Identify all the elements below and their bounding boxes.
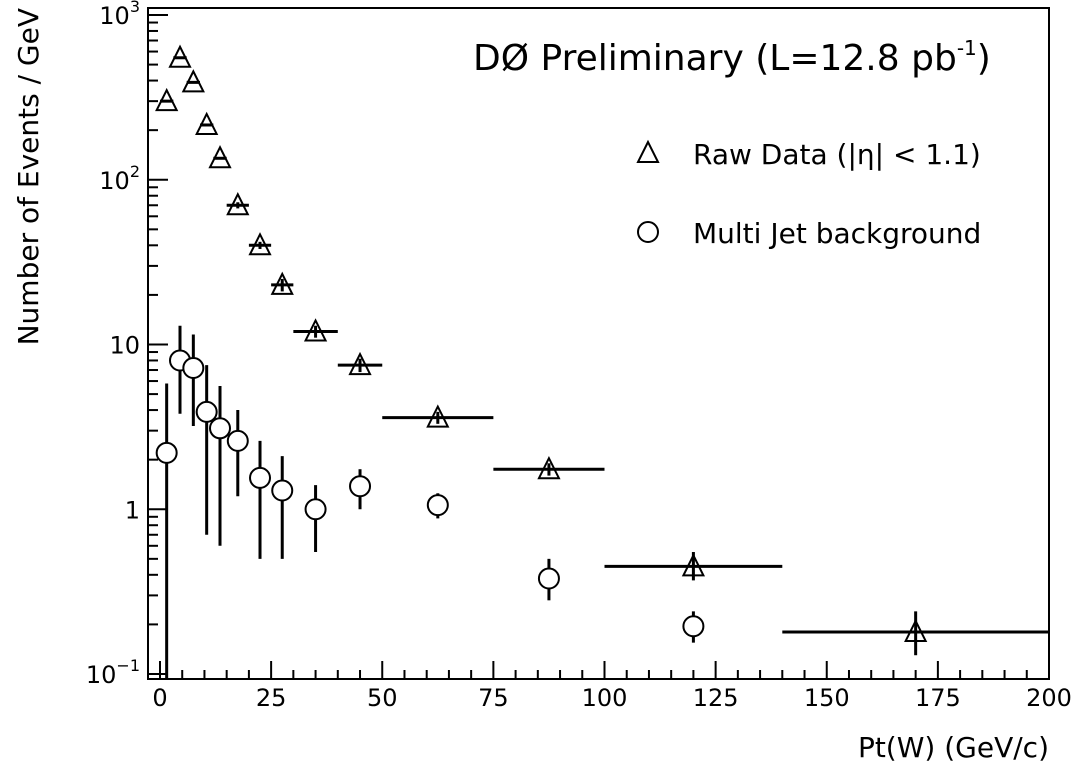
x-tick-label: 150 <box>804 684 850 712</box>
circle-marker <box>537 567 560 590</box>
x-tick-label: 25 <box>256 684 287 712</box>
x-tick-label: 125 <box>693 684 739 712</box>
raw-data-point <box>382 404 494 428</box>
raw-data-point <box>293 318 338 342</box>
triangle-marker <box>303 318 328 342</box>
y-tick-label: 103 <box>99 0 140 30</box>
multijet-point <box>304 485 327 553</box>
legend-label-raw-data: Raw Data (|η| < 1.1) <box>693 138 981 171</box>
circle-marker <box>271 479 294 502</box>
raw-data-point <box>604 552 783 581</box>
multijet-point <box>682 611 705 643</box>
raw-data-point <box>208 145 232 169</box>
y-tick-label: 10 <box>109 332 140 360</box>
raw-data-point <box>168 44 192 68</box>
raw-data-point <box>248 232 272 256</box>
data-layer <box>155 44 1049 679</box>
chart-title-main: DØ Preliminary (L=12.8 pb <box>473 38 957 79</box>
x-axis-label: Pt(W) (GeV/c) <box>858 731 1049 763</box>
legend-label-multijet: Multi Jet background <box>693 217 981 250</box>
multijet-point <box>349 469 372 510</box>
triangle-marker <box>537 455 561 480</box>
multijet-point <box>226 410 249 497</box>
x-tick-label: 200 <box>1026 684 1072 712</box>
chart-title-close: ) <box>977 38 991 79</box>
triangle-marker <box>168 44 192 68</box>
multijet-point <box>271 456 294 559</box>
y-tick-label: 10−1 <box>86 656 140 689</box>
x-tick-label: 0 <box>152 684 167 712</box>
chart-title: DØ Preliminary (L=12.8 pb-1) <box>473 36 991 79</box>
raw-data-point <box>270 271 294 295</box>
multijet-point <box>249 440 272 559</box>
legend-circle-marker <box>637 221 659 243</box>
raw-data-point <box>782 611 1049 656</box>
legend-triangle-marker <box>636 139 660 163</box>
raw-data-point <box>195 111 219 135</box>
x-axis: 0 25 50 75 100 125 150 175 200 <box>152 661 1072 712</box>
legend: Raw Data (|η| < 1.1) Multi Jet backgroun… <box>636 138 981 250</box>
raw-data-point <box>155 87 179 112</box>
circle-marker <box>349 475 372 498</box>
multijet-point <box>155 383 178 679</box>
raw-data-point <box>337 351 383 376</box>
circle-marker <box>155 441 178 464</box>
triangle-marker <box>155 87 179 112</box>
circle-marker <box>195 400 218 423</box>
triangle-marker <box>270 271 294 295</box>
x-tick-label: 75 <box>478 684 509 712</box>
multijet-point <box>537 558 560 601</box>
x-tick-label: 50 <box>367 684 398 712</box>
circle-marker <box>426 494 449 517</box>
triangle-marker <box>195 111 219 135</box>
triangle-marker <box>426 404 450 428</box>
raw-data-point <box>181 69 205 93</box>
multijet-point <box>182 334 205 427</box>
circle-marker <box>304 498 327 521</box>
circle-marker <box>182 357 205 380</box>
raw-data-point <box>226 192 250 216</box>
plot-frame <box>147 7 1050 680</box>
triangle-marker <box>904 618 928 642</box>
multijet-point <box>209 385 232 546</box>
triangle-marker <box>681 553 706 577</box>
circle-marker <box>209 417 232 440</box>
chart-title-superscript: -1 <box>957 36 977 60</box>
multijet-point <box>195 365 218 535</box>
x-tick-label: 175 <box>915 684 961 712</box>
x-tick-label: 100 <box>582 684 628 712</box>
y-tick-label: 1 <box>125 496 140 524</box>
triangle-marker <box>248 232 272 256</box>
y-axis-label: Number of Events / GeV <box>12 8 45 345</box>
multijet-point <box>426 493 449 519</box>
triangle-marker <box>348 351 372 376</box>
circle-marker <box>682 615 705 638</box>
triangle-marker <box>208 145 232 169</box>
raw-data-point <box>493 455 605 480</box>
triangle-marker <box>181 69 205 93</box>
triangle-marker <box>226 192 250 216</box>
y-tick-label: 102 <box>99 162 140 195</box>
circle-marker <box>249 466 272 489</box>
circle-marker <box>226 429 249 452</box>
